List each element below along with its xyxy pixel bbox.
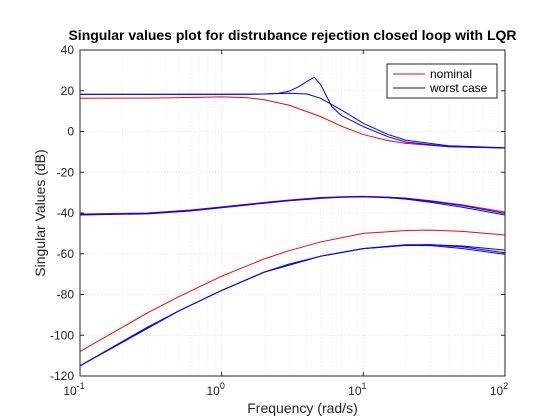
legend-label: worst case (429, 81, 488, 95)
series-line-nominal (79, 229, 506, 352)
x-axis-label: Frequency (rad/s) (247, 400, 357, 416)
series-line-worst-case (80, 92, 506, 149)
x-tick-label: 101 (348, 381, 366, 398)
x-tick-label: 102 (490, 381, 508, 398)
axis-ticks: -120 -100 -80 -60 -40 -20 0 20 40 10-1 100 101 102 (50, 43, 508, 398)
y-tick-label: -100 (50, 328, 74, 342)
legend-label: nominal (430, 67, 472, 81)
plot-area (79, 76, 506, 367)
y-tick-label: -80 (57, 288, 75, 302)
x-tick-label: 100 (206, 381, 224, 398)
y-tick-label: -60 (57, 247, 75, 261)
y-tick-label: 0 (67, 125, 74, 139)
series-line-worst-case (79, 244, 506, 367)
y-tick-label: -40 (57, 206, 75, 220)
y-tick-label: 20 (61, 84, 75, 98)
chart-title: Singular values plot for distrubance rej… (68, 27, 516, 43)
series-line-worst-case (79, 196, 506, 216)
y-tick-label: -20 (57, 165, 75, 179)
legend-box (386, 63, 498, 99)
y-tick-label: 40 (61, 43, 75, 57)
series-line-nominal (79, 96, 506, 149)
y-axis-label: Singular Values (dB) (32, 149, 48, 276)
y-tick-label: -120 (50, 369, 74, 383)
x-tick-label: 10-1 (63, 381, 84, 398)
